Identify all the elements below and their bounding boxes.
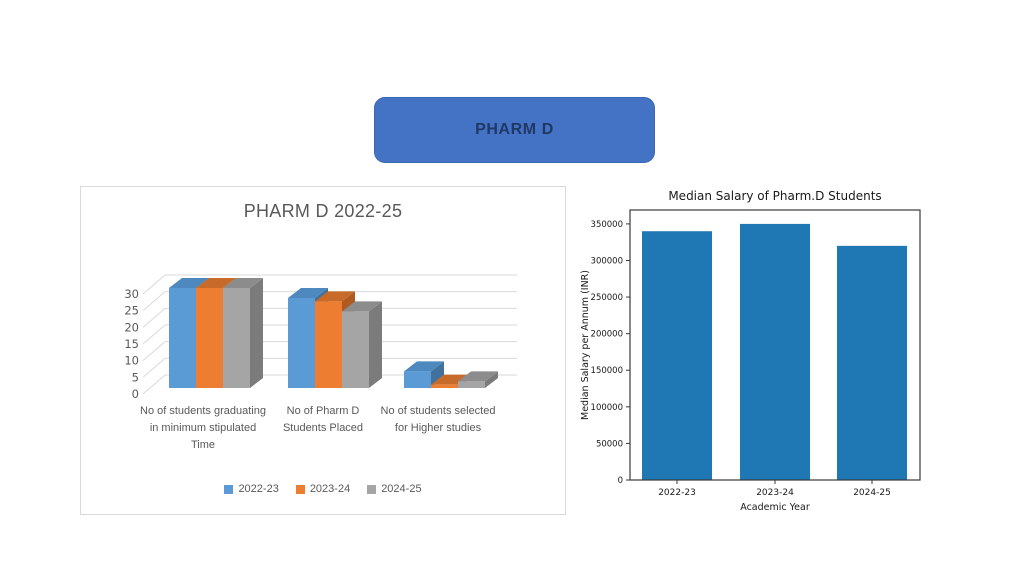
bar-side bbox=[250, 278, 263, 388]
x-axis-label: Academic Year bbox=[740, 502, 810, 513]
median-salary-plot: 0 50000 100000 150000 200000 250000 300000 3500… bbox=[580, 189, 921, 513]
legend-label: 2023-24 bbox=[309, 483, 351, 495]
left-chart-legend: 2022-23 2023-24 2024-25 bbox=[81, 483, 565, 495]
y-tick-label: 10 bbox=[124, 354, 139, 368]
salary-bar bbox=[642, 231, 712, 480]
legend-swatch-blue bbox=[224, 484, 234, 494]
bar-side bbox=[369, 301, 382, 388]
y-tick-label: 0 bbox=[132, 387, 139, 401]
gridline-slant bbox=[142, 307, 166, 328]
category-label-2: No of Pharm D Students Placed bbox=[282, 405, 364, 435]
gridline-slant bbox=[142, 274, 166, 295]
legend-label: 2022-23 bbox=[238, 483, 279, 495]
bar-top bbox=[315, 291, 355, 302]
left-chart-title: PHARM D 2022-25 bbox=[243, 201, 403, 221]
y-tick-label: 0 bbox=[618, 476, 623, 486]
legend-swatch-orange bbox=[295, 484, 305, 494]
pharm-d-3d-chart-panel: PHARM D 2022-25 0 5 10 15 20 25 30 No of stude… bbox=[80, 186, 566, 515]
gridline-slant bbox=[142, 374, 166, 395]
bar-front bbox=[404, 371, 431, 388]
y-tick-label: 30 bbox=[124, 287, 139, 301]
bar-top bbox=[458, 371, 498, 382]
x-tick-label: 2023-24 bbox=[756, 488, 794, 498]
gridline-slant bbox=[142, 291, 166, 312]
median-salary-chart: 0 50000 100000 150000 200000 250000 300000 3500… bbox=[572, 182, 932, 522]
bar-side bbox=[431, 361, 444, 388]
y-tick-label: 25 bbox=[124, 304, 139, 318]
y-tick-label: 350000 bbox=[591, 220, 623, 230]
y-tick-label: 15 bbox=[124, 337, 139, 351]
y-tick-label: 50000 bbox=[596, 439, 623, 449]
bar-front bbox=[223, 288, 250, 388]
bar-top bbox=[288, 288, 328, 298]
legend-item-2024-25: 2024-25 bbox=[367, 483, 422, 495]
legend-item-2023-24: 2023-24 bbox=[295, 483, 351, 495]
y-tick-label: 250000 bbox=[591, 293, 623, 303]
x-tick-label: 2022-23 bbox=[658, 488, 696, 498]
bar-top bbox=[342, 301, 382, 312]
bar-top bbox=[169, 278, 209, 288]
3d-bar-plot: 0 5 10 15 20 25 30 bbox=[124, 274, 517, 401]
y-tick-label: 200000 bbox=[591, 330, 623, 340]
bar-front bbox=[288, 298, 315, 388]
legend-item-2022-23: 2022-23 bbox=[224, 483, 279, 495]
bar-top bbox=[196, 278, 236, 288]
right-chart-title: Median Salary of Pharm.D Students bbox=[668, 189, 881, 203]
y-tick-label: 150000 bbox=[591, 366, 623, 376]
bar-top bbox=[223, 278, 263, 288]
category-label-3: No of students selected for Higher studi… bbox=[380, 405, 496, 435]
pharm-d-button-label: PHARM D bbox=[475, 121, 554, 138]
bar-front bbox=[169, 288, 196, 388]
salary-bar bbox=[740, 223, 810, 480]
salary-bar bbox=[837, 245, 907, 480]
bar-side bbox=[485, 371, 498, 388]
y-tick-label: 5 bbox=[132, 370, 139, 384]
bar-top bbox=[404, 361, 444, 372]
legend-swatch-gray bbox=[367, 484, 377, 494]
y-tick-label: 20 bbox=[124, 320, 139, 334]
bar-front bbox=[458, 381, 485, 388]
gridline-slant bbox=[142, 324, 166, 345]
y-axis-label: Median Salary per Annum (INR) bbox=[580, 270, 591, 420]
pharm-d-button[interactable]: PHARM D bbox=[374, 97, 655, 163]
x-tick-label: 2024-25 bbox=[853, 488, 891, 498]
y-tick-label: 100000 bbox=[591, 403, 623, 413]
bar-front bbox=[315, 301, 342, 388]
bar-front bbox=[342, 311, 369, 388]
gridline-slant bbox=[142, 341, 166, 362]
category-label-1: No of students graduating in minimum sti… bbox=[140, 405, 266, 452]
legend-label: 2024-25 bbox=[381, 483, 422, 495]
y-tick-label: 300000 bbox=[591, 256, 623, 266]
bar-front bbox=[431, 384, 458, 388]
bar-front bbox=[196, 288, 223, 388]
gridline-slant bbox=[142, 357, 166, 378]
